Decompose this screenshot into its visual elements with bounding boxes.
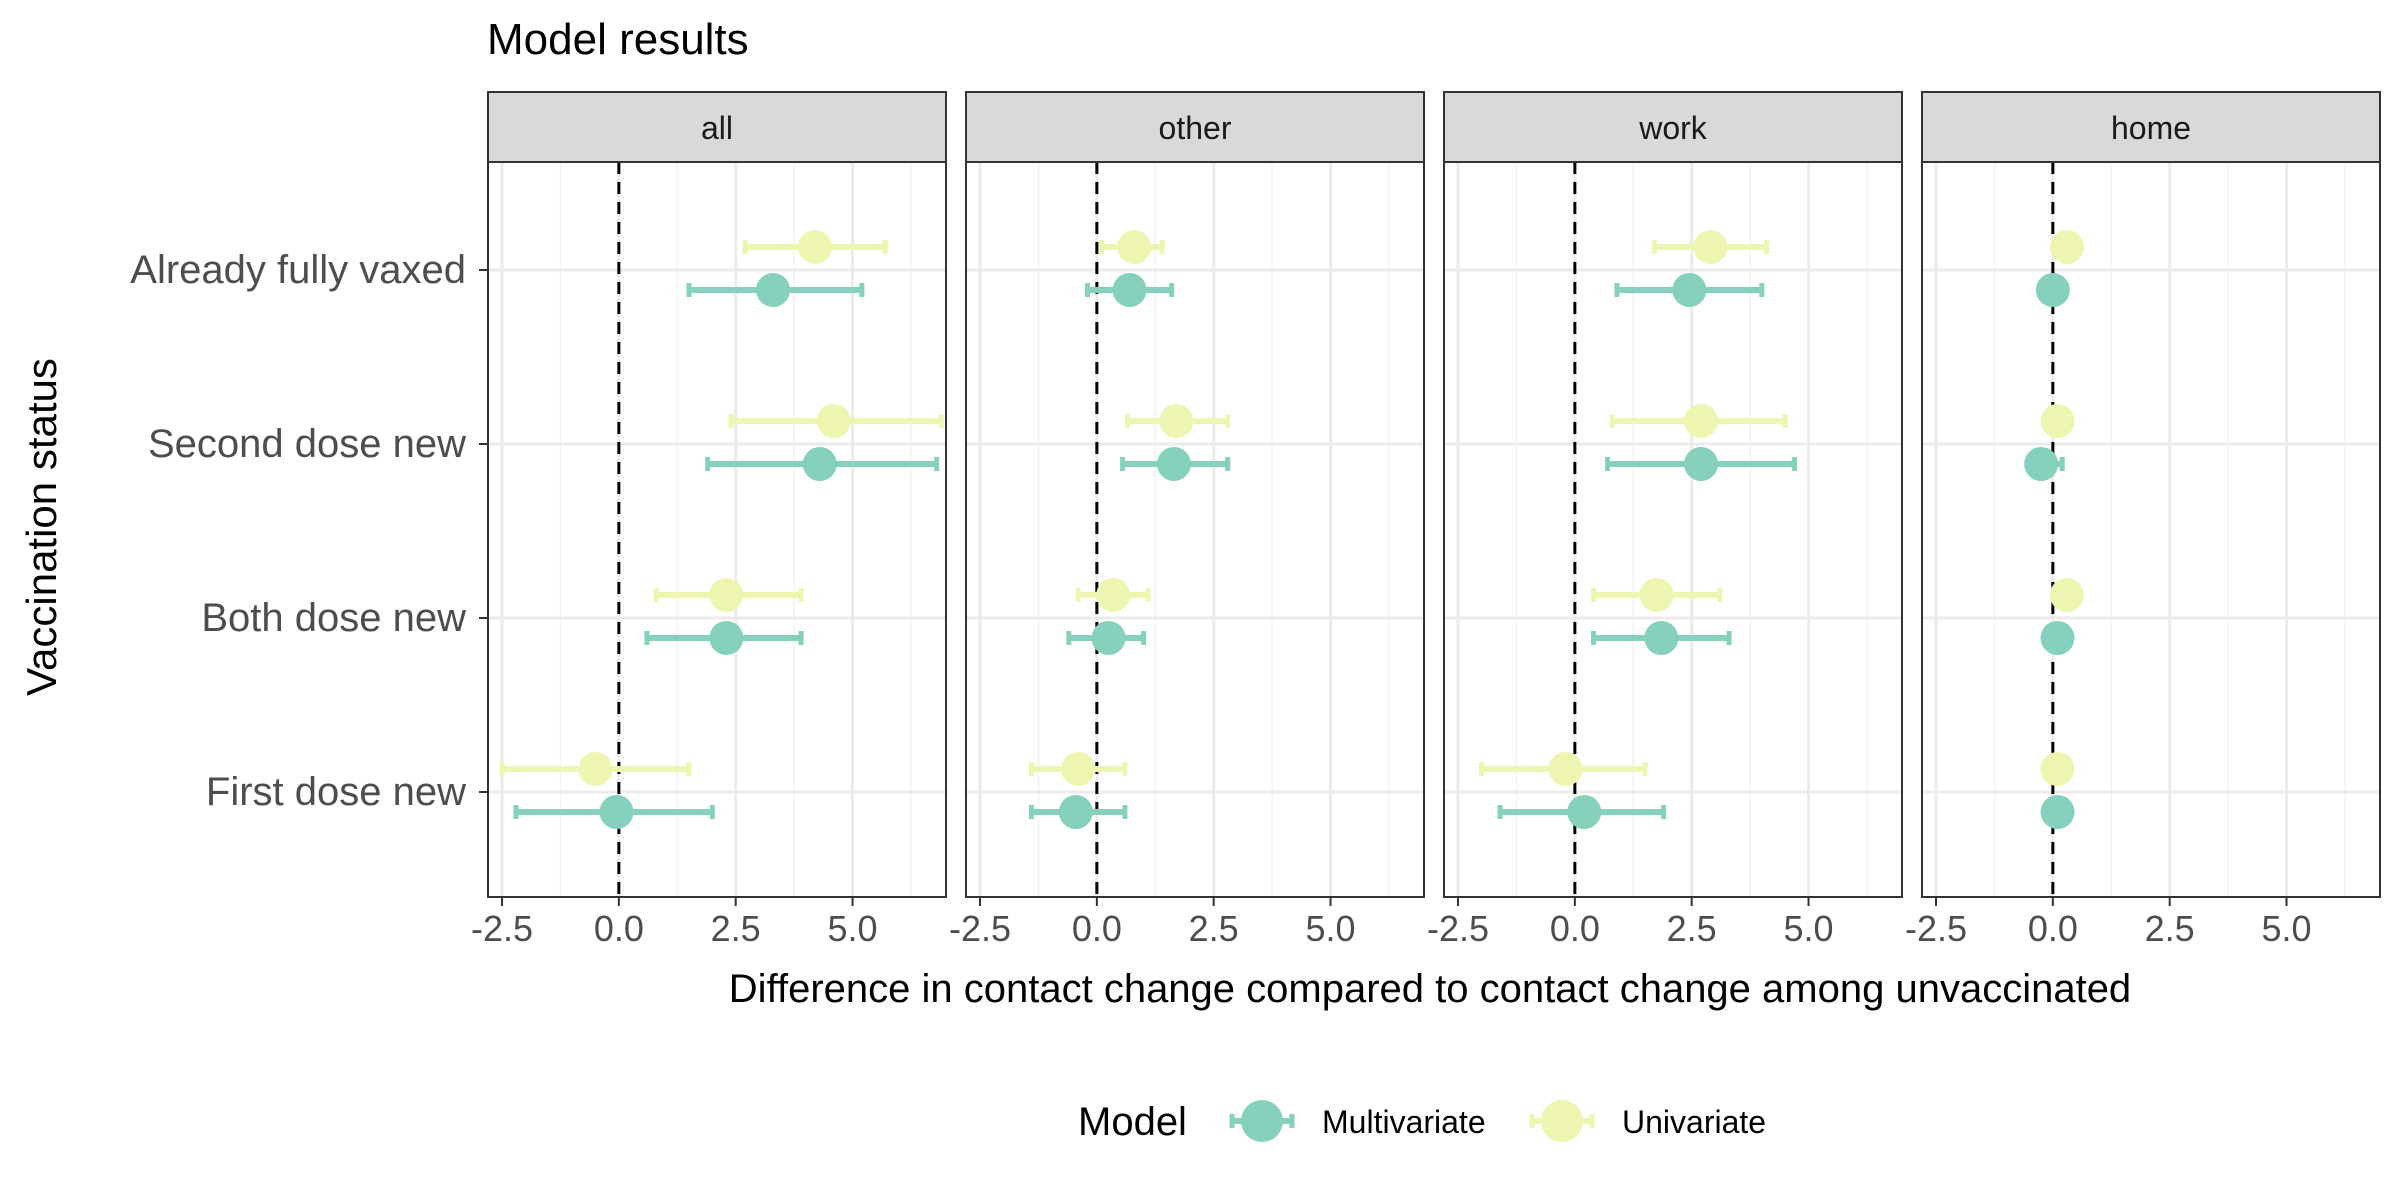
x-tick-label: 2.5 — [2145, 908, 2195, 949]
panel-strip-label: home — [2111, 110, 2191, 146]
panel-strip — [487, 91, 947, 163]
point-multivariate — [1091, 621, 1126, 655]
x-tick-label: 0.0 — [2028, 908, 2078, 949]
point-multivariate — [1567, 795, 1602, 829]
panel-background — [1922, 162, 2380, 897]
point-univariate — [2040, 404, 2075, 438]
point-univariate — [1684, 404, 1719, 438]
x-tick-label: -2.5 — [949, 908, 1011, 949]
point-multivariate — [1684, 447, 1719, 481]
point-univariate — [2049, 578, 2084, 612]
panel-border — [1443, 161, 1903, 898]
x-tick-label: -2.5 — [471, 908, 533, 949]
x-tick-label: 2.5 — [1667, 908, 1717, 949]
panel-other: other -2.5 0.0 2.5 5.0 — [949, 91, 1425, 949]
panel-strip — [965, 91, 1425, 163]
point-multivariate — [599, 795, 634, 829]
x-tick-label: 5.0 — [1784, 908, 1834, 949]
legend-item-univariate: Univariate — [1529, 1100, 1766, 1142]
panel-strip-label: all — [701, 110, 733, 146]
y-tick-label: Second dose new — [148, 422, 466, 466]
legend-item-multivariate: Multivariate — [1229, 1100, 1486, 1142]
point-univariate — [2049, 230, 2084, 264]
x-tick-label: -2.5 — [1427, 908, 1489, 949]
legend-title: Model — [1078, 1100, 1187, 1144]
point-multivariate — [1644, 621, 1679, 655]
point-multivariate — [2024, 447, 2059, 481]
legend-label: Multivariate — [1322, 1104, 1486, 1140]
facet-panels: all -2.5 0.0 2.5 5.0 other -2.5 0.0 2.5 5.0 work -2… — [471, 91, 2381, 949]
x-tick-label: 0.0 — [1550, 908, 1600, 949]
y-axis: Already fully vaxed Second dose new Both d… — [130, 248, 488, 814]
point-univariate — [1061, 752, 1096, 786]
y-tick-label: Both dose new — [201, 596, 466, 640]
panel-strip-label: other — [1159, 110, 1232, 146]
panel-strip — [1443, 91, 1903, 163]
point-multivariate — [1156, 447, 1191, 481]
panel-all: all -2.5 0.0 2.5 5.0 — [471, 91, 947, 949]
panel-home: home -2.5 0.0 2.5 5.0 — [1905, 91, 2381, 949]
x-tick-label: 0.0 — [594, 908, 644, 949]
point-univariate — [2040, 752, 2075, 786]
point-univariate — [1693, 230, 1728, 264]
x-tick-label: 0.0 — [1072, 908, 1122, 949]
point-multivariate — [1058, 795, 1093, 829]
x-tick-label: 2.5 — [711, 908, 761, 949]
panel-strip — [1921, 91, 2381, 163]
x-tick-label: 5.0 — [1306, 908, 1356, 949]
panel-work: work -2.5 0.0 2.5 5.0 — [1427, 91, 1903, 949]
x-tick-label: 5.0 — [828, 908, 878, 949]
point-univariate — [1548, 752, 1583, 786]
x-tick-label: 2.5 — [1189, 908, 1239, 949]
point-univariate — [1639, 578, 1674, 612]
x-axis-title: Difference in contact change compared to… — [729, 967, 2131, 1011]
point-univariate — [1096, 578, 1131, 612]
y-axis-title: Vaccination status — [18, 358, 65, 696]
chart-title: Model results — [487, 15, 749, 64]
point-multivariate — [2035, 273, 2070, 307]
x-tick-label: 5.0 — [2262, 908, 2312, 949]
panel-strip-label: work — [1638, 110, 1708, 146]
point-univariate — [1117, 230, 1152, 264]
x-tick-label: -2.5 — [1905, 908, 1967, 949]
legend-key-point — [1541, 1100, 1583, 1142]
point-multivariate — [756, 273, 791, 307]
point-multivariate — [2040, 621, 2075, 655]
panel-background — [966, 162, 1424, 897]
legend-items: Multivariate Univariate — [1229, 1100, 1766, 1142]
panel-border — [965, 161, 1425, 898]
legend-label: Univariate — [1622, 1104, 1766, 1140]
point-univariate — [578, 752, 613, 786]
y-tick-label: Already fully vaxed — [130, 248, 466, 292]
point-multivariate — [802, 447, 837, 481]
point-univariate — [1159, 404, 1194, 438]
point-multivariate — [1112, 273, 1147, 307]
point-univariate — [798, 230, 833, 264]
point-multivariate — [709, 621, 744, 655]
legend-key-point — [1241, 1100, 1283, 1142]
legend: Model Multivariate Univariate — [1078, 1100, 1766, 1144]
panel-background — [1444, 162, 1902, 897]
y-tick-label: First dose new — [206, 770, 466, 814]
point-univariate — [709, 578, 744, 612]
panel-border — [1921, 161, 2381, 898]
point-multivariate — [1672, 273, 1707, 307]
point-multivariate — [2040, 795, 2075, 829]
panel-border — [487, 161, 947, 898]
point-univariate — [816, 404, 851, 438]
panel-background — [488, 162, 946, 897]
